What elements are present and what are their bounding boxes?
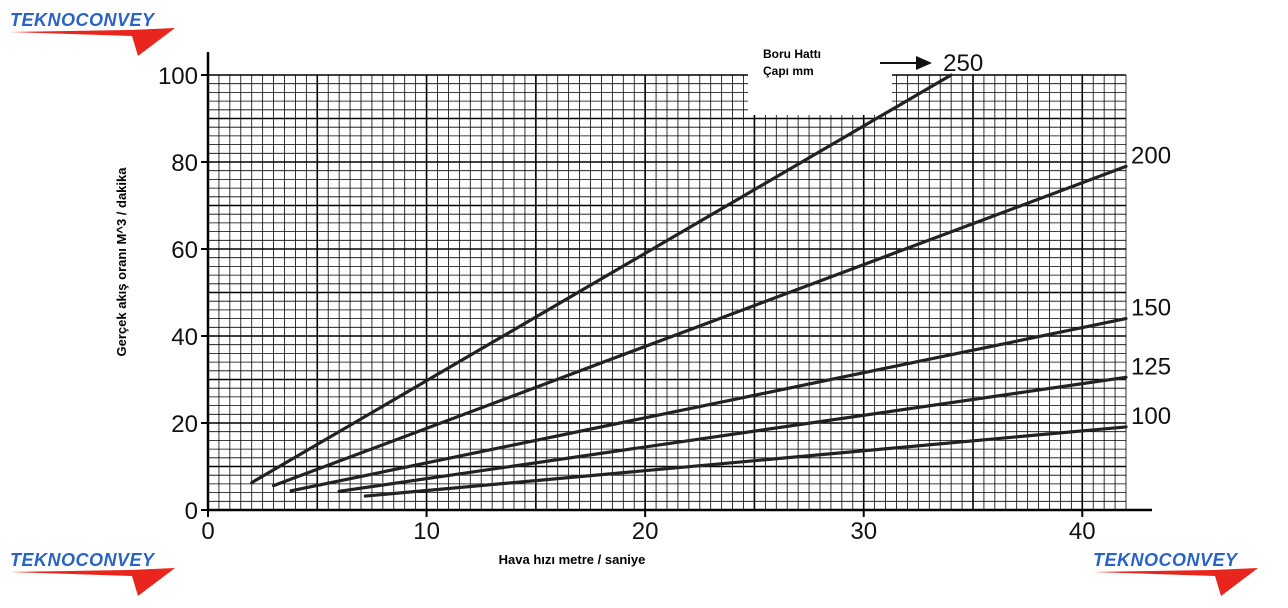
series-label-125: 125 bbox=[1131, 353, 1171, 380]
series-label-150: 150 bbox=[1131, 295, 1171, 322]
series-line-250 bbox=[250, 73, 953, 485]
chart-labels: 0 10 20 30 40 0 20 40 60 80 100 250 200 150 125 100 bbox=[158, 50, 1171, 545]
y-tick-label: 100 bbox=[158, 63, 198, 90]
y-tick-label: 60 bbox=[171, 237, 198, 264]
series-label-200: 200 bbox=[1131, 142, 1171, 169]
chart-series bbox=[250, 73, 1128, 498]
legend-arrow-icon bbox=[880, 56, 932, 70]
x-tick-label: 40 bbox=[1069, 518, 1096, 545]
brand-logo-text: TEKNOCONVEY bbox=[1093, 550, 1238, 570]
y-tick-label: 80 bbox=[171, 150, 198, 177]
series-label-250: 250 bbox=[943, 50, 983, 77]
y-axis-label: Gerçek akış oranı M^3 / dakika bbox=[114, 167, 129, 357]
series-label-100: 100 bbox=[1131, 403, 1171, 430]
brand-logo-bottom-left: TEKNOCONVEY bbox=[10, 550, 180, 598]
brand-logo-text: TEKNOCONVEY bbox=[10, 10, 155, 30]
y-tick-label: 40 bbox=[171, 324, 198, 351]
legend-title-line1: Boru Hattı bbox=[763, 47, 821, 61]
legend-title-line2: Çapı mm bbox=[763, 64, 814, 78]
series-line-125 bbox=[337, 375, 1128, 493]
x-tick-label: 30 bbox=[850, 518, 877, 545]
series-line-100 bbox=[363, 425, 1128, 498]
logo-swoosh-icon bbox=[10, 568, 175, 596]
legend-title-box bbox=[748, 60, 892, 115]
brand-logo-bottom-right: TEKNOCONVEY bbox=[1093, 550, 1263, 598]
chart-axes bbox=[201, 52, 1152, 517]
x-tick-label: 0 bbox=[201, 518, 214, 545]
chart-grid bbox=[207, 74, 1127, 511]
y-tick-label: 20 bbox=[171, 411, 198, 438]
series-line-200 bbox=[271, 164, 1128, 488]
brand-logo-text: TEKNOCONVEY bbox=[10, 550, 155, 570]
x-tick-label: 10 bbox=[413, 518, 440, 545]
series-line-150 bbox=[289, 317, 1128, 493]
logo-swoosh-icon bbox=[1093, 568, 1258, 596]
x-axis-label: Hava hızı metre / saniye bbox=[499, 552, 646, 567]
y-tick-label: 0 bbox=[185, 498, 198, 525]
x-tick-label: 20 bbox=[632, 518, 659, 545]
logo-swoosh-icon bbox=[10, 28, 175, 56]
brand-logo-top-left: TEKNOCONVEY bbox=[10, 10, 180, 58]
